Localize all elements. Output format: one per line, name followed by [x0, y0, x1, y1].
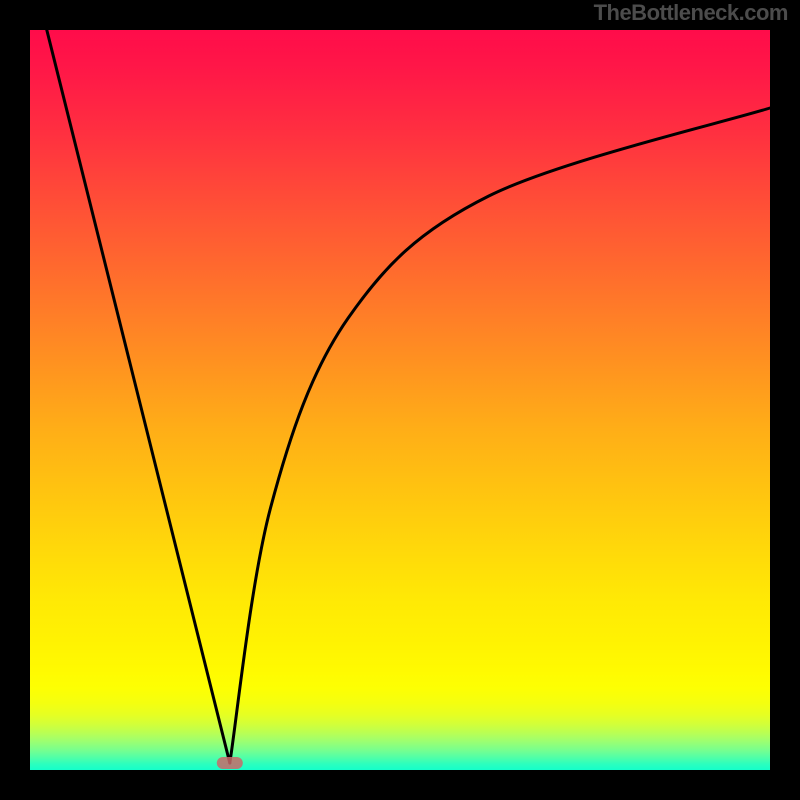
- watermark-text: TheBottleneck.com: [594, 0, 788, 26]
- chart-container: TheBottleneck.com: [0, 0, 800, 800]
- curve-left-branch: [45, 22, 230, 763]
- minimum-marker: [217, 757, 243, 769]
- curve-right-branch: [230, 108, 770, 763]
- bottleneck-curve-layer: [0, 0, 800, 800]
